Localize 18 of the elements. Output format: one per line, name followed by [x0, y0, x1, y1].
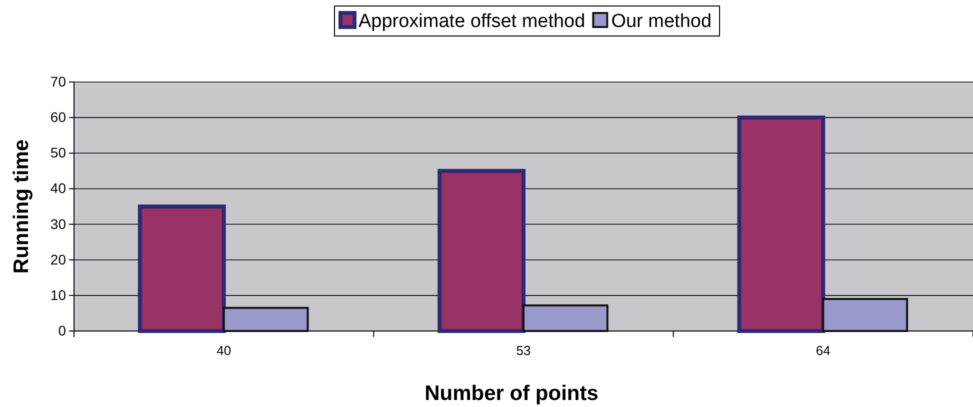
bar [522, 304, 608, 332]
x-tick-label: 40 [216, 342, 232, 358]
x-tick-label: 53 [516, 342, 531, 358]
legend-label: Our method [611, 11, 712, 32]
y-axis-title: Running time [10, 139, 33, 274]
y-tick-label: 0 [58, 322, 66, 338]
bar [822, 298, 908, 332]
y-tick-label: 70 [50, 73, 66, 90]
y-tick-label: 60 [50, 109, 66, 126]
y-tick-label: 30 [50, 216, 66, 232]
y-tick-label: 10 [50, 286, 66, 303]
y-tick-label: 50 [50, 144, 66, 161]
bar [222, 306, 309, 332]
x-tick-label: 64 [816, 342, 830, 358]
y-tick-label: 20 [50, 251, 66, 268]
legend-label: Approximate offset method [358, 11, 586, 32]
y-tick-label: 40 [50, 180, 66, 196]
x-axis-title: Number of points [424, 382, 598, 405]
